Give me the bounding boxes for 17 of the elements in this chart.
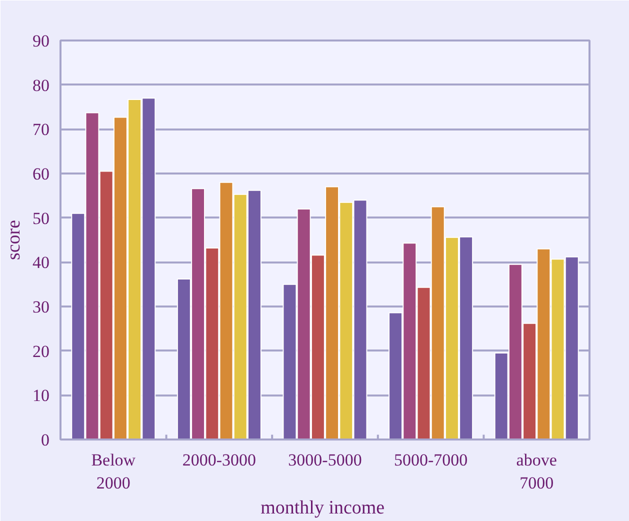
x-tick-label: Below 2000 [91, 450, 136, 492]
y-tick-label: 60 [32, 164, 50, 184]
x-tick-label: 3000-5000 [288, 450, 362, 470]
y-axis-title: score [4, 220, 24, 260]
y-tick-label: 30 [32, 298, 50, 316]
y-tick-label: 10 [32, 386, 50, 406]
x-tick-label: above 7000 [516, 450, 557, 492]
y-tick-label: 40 [32, 253, 50, 272]
y-tick-label: 80 [32, 76, 50, 95]
y-tick-label: 50 [32, 208, 50, 228]
y-tick-label: 90 [32, 32, 50, 50]
y-tick-label: 0 [41, 430, 50, 450]
x-tick-label: 2000-3000 [182, 450, 256, 470]
x-axis-title: monthly income [260, 497, 385, 518]
x-tick-label: 5000-7000 [394, 450, 468, 470]
y-tick-label: 70 [32, 120, 50, 140]
y-tick-label: 20 [32, 342, 50, 361]
